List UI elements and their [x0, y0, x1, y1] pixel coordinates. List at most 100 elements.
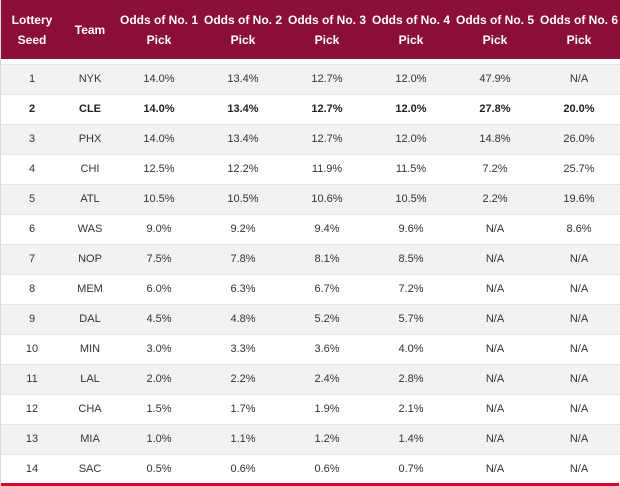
cell-lottery-seed: 5	[1, 183, 63, 214]
cell-lottery-seed: 3	[1, 123, 63, 154]
cell-team: DAL	[63, 303, 117, 334]
cell-odds-pick-3: 11.9%	[285, 153, 369, 184]
cell-odds-pick-3: 10.6%	[285, 183, 369, 214]
cell-odds-pick-6: 20.0%	[537, 93, 620, 124]
cell-odds-pick-4: 2.1%	[369, 393, 453, 424]
cell-odds-pick-6: 25.7%	[537, 153, 620, 184]
header-row: Lottery Seed Team Odds of No. 1 Pick Odd…	[1, 0, 620, 59]
table-row: 3 PHX 14.0% 13.4% 12.7% 12.0% 14.8% 26.0%	[1, 123, 620, 154]
header-odds-pick-2: Odds of No. 2 Pick	[204, 12, 282, 47]
cell-odds-pick-2: 0.6%	[201, 453, 285, 484]
cell-odds-pick-3: 12.7%	[285, 123, 369, 154]
cell-odds-pick-1: 0.5%	[117, 453, 201, 484]
cell-lottery-seed: 10	[1, 333, 63, 364]
cell-odds-pick-4: 5.7%	[369, 303, 453, 334]
header-lottery-seed: Lottery Seed	[11, 12, 53, 47]
cell-lottery-seed: 2	[1, 93, 63, 124]
header-odds-pick-4: Odds of No. 4 Pick	[372, 12, 450, 47]
cell-odds-pick-2: 13.4%	[201, 123, 285, 154]
cell-odds-pick-5: N/A	[453, 333, 537, 364]
cell-odds-pick-2: 2.2%	[201, 363, 285, 394]
cell-odds-pick-2: 6.3%	[201, 273, 285, 304]
cell-odds-pick-4: 2.8%	[369, 363, 453, 394]
cell-odds-pick-3: 1.9%	[285, 393, 369, 424]
table-row: 4 CHI 12.5% 12.2% 11.9% 11.5% 7.2% 25.7%	[1, 153, 620, 184]
header-odds-pick-1: Odds of No. 1 Pick	[120, 12, 198, 47]
cell-team: ATL	[63, 183, 117, 214]
bottom-accent-bar	[1, 483, 619, 486]
table-row: 12 CHA 1.5% 1.7% 1.9% 2.1% N/A N/A	[1, 393, 620, 424]
cell-odds-pick-5: N/A	[453, 453, 537, 484]
cell-odds-pick-6: N/A	[537, 273, 620, 304]
cell-odds-pick-3: 0.6%	[285, 453, 369, 484]
cell-odds-pick-4: 12.0%	[369, 123, 453, 154]
cell-odds-pick-1: 3.0%	[117, 333, 201, 364]
table-row: 13 MIA 1.0% 1.1% 1.2% 1.4% N/A N/A	[1, 423, 620, 454]
cell-odds-pick-1: 12.5%	[117, 153, 201, 184]
cell-odds-pick-2: 13.4%	[201, 93, 285, 124]
cell-odds-pick-2: 13.4%	[201, 63, 285, 94]
cell-lottery-seed: 14	[1, 453, 63, 484]
cell-odds-pick-4: 12.0%	[369, 63, 453, 94]
cell-odds-pick-3: 12.7%	[285, 63, 369, 94]
cell-odds-pick-3: 1.2%	[285, 423, 369, 454]
cell-odds-pick-5: N/A	[453, 213, 537, 244]
cell-odds-pick-6: N/A	[537, 423, 620, 454]
cell-odds-pick-6: N/A	[537, 393, 620, 424]
cell-lottery-seed: 11	[1, 363, 63, 394]
cell-odds-pick-2: 9.2%	[201, 213, 285, 244]
table-row: 7 NOP 7.5% 7.8% 8.1% 8.5% N/A N/A	[1, 243, 620, 274]
cell-odds-pick-4: 8.5%	[369, 243, 453, 274]
cell-team: CHI	[63, 153, 117, 184]
cell-odds-pick-4: 7.2%	[369, 273, 453, 304]
cell-team: LAL	[63, 363, 117, 394]
cell-team: NOP	[63, 243, 117, 274]
cell-odds-pick-5: N/A	[453, 423, 537, 454]
table-row: 5 ATL 10.5% 10.5% 10.6% 10.5% 2.2% 19.6%	[1, 183, 620, 214]
cell-odds-pick-6: 8.6%	[537, 213, 620, 244]
cell-odds-pick-3: 8.1%	[285, 243, 369, 274]
cell-odds-pick-4: 11.5%	[369, 153, 453, 184]
cell-odds-pick-2: 1.7%	[201, 393, 285, 424]
table-row: 10 MIN 3.0% 3.3% 3.6% 4.0% N/A N/A	[1, 333, 620, 364]
cell-odds-pick-1: 2.0%	[117, 363, 201, 394]
cell-odds-pick-5: N/A	[453, 303, 537, 334]
cell-odds-pick-3: 2.4%	[285, 363, 369, 394]
table-row: 9 DAL 4.5% 4.8% 5.2% 5.7% N/A N/A	[1, 303, 620, 334]
header-odds-pick-3: Odds of No. 3 Pick	[288, 12, 366, 47]
cell-odds-pick-5: 7.2%	[453, 153, 537, 184]
cell-odds-pick-2: 7.8%	[201, 243, 285, 274]
cell-team: MIN	[63, 333, 117, 364]
cell-odds-pick-6: N/A	[537, 363, 620, 394]
table-row: 2 CLE 14.0% 13.4% 12.7% 12.0% 27.8% 20.0%	[1, 93, 620, 124]
cell-odds-pick-3: 6.7%	[285, 273, 369, 304]
cell-odds-pick-5: N/A	[453, 393, 537, 424]
cell-lottery-seed: 1	[1, 63, 63, 94]
cell-odds-pick-1: 4.5%	[117, 303, 201, 334]
cell-odds-pick-6: N/A	[537, 453, 620, 484]
cell-odds-pick-1: 14.0%	[117, 123, 201, 154]
cell-odds-pick-1: 14.0%	[117, 93, 201, 124]
table-row: 6 WAS 9.0% 9.2% 9.4% 9.6% N/A 8.6%	[1, 213, 620, 244]
cell-odds-pick-3: 9.4%	[285, 213, 369, 244]
cell-odds-pick-1: 6.0%	[117, 273, 201, 304]
cell-lottery-seed: 8	[1, 273, 63, 304]
cell-odds-pick-6: N/A	[537, 63, 620, 94]
cell-lottery-seed: 13	[1, 423, 63, 454]
cell-team: MEM	[63, 273, 117, 304]
table-row: 14 SAC 0.5% 0.6% 0.6% 0.7% N/A N/A	[1, 453, 620, 484]
cell-lottery-seed: 12	[1, 393, 63, 424]
cell-odds-pick-6: N/A	[537, 303, 620, 334]
cell-odds-pick-5: 27.8%	[453, 93, 537, 124]
cell-odds-pick-2: 12.2%	[201, 153, 285, 184]
cell-team: PHX	[63, 123, 117, 154]
cell-odds-pick-4: 9.6%	[369, 213, 453, 244]
cell-odds-pick-5: 14.8%	[453, 123, 537, 154]
cell-odds-pick-5: N/A	[453, 273, 537, 304]
header-team: Team	[74, 22, 106, 37]
cell-odds-pick-1: 7.5%	[117, 243, 201, 274]
cell-odds-pick-4: 4.0%	[369, 333, 453, 364]
cell-odds-pick-5: N/A	[453, 363, 537, 394]
cell-odds-pick-5: 2.2%	[453, 183, 537, 214]
